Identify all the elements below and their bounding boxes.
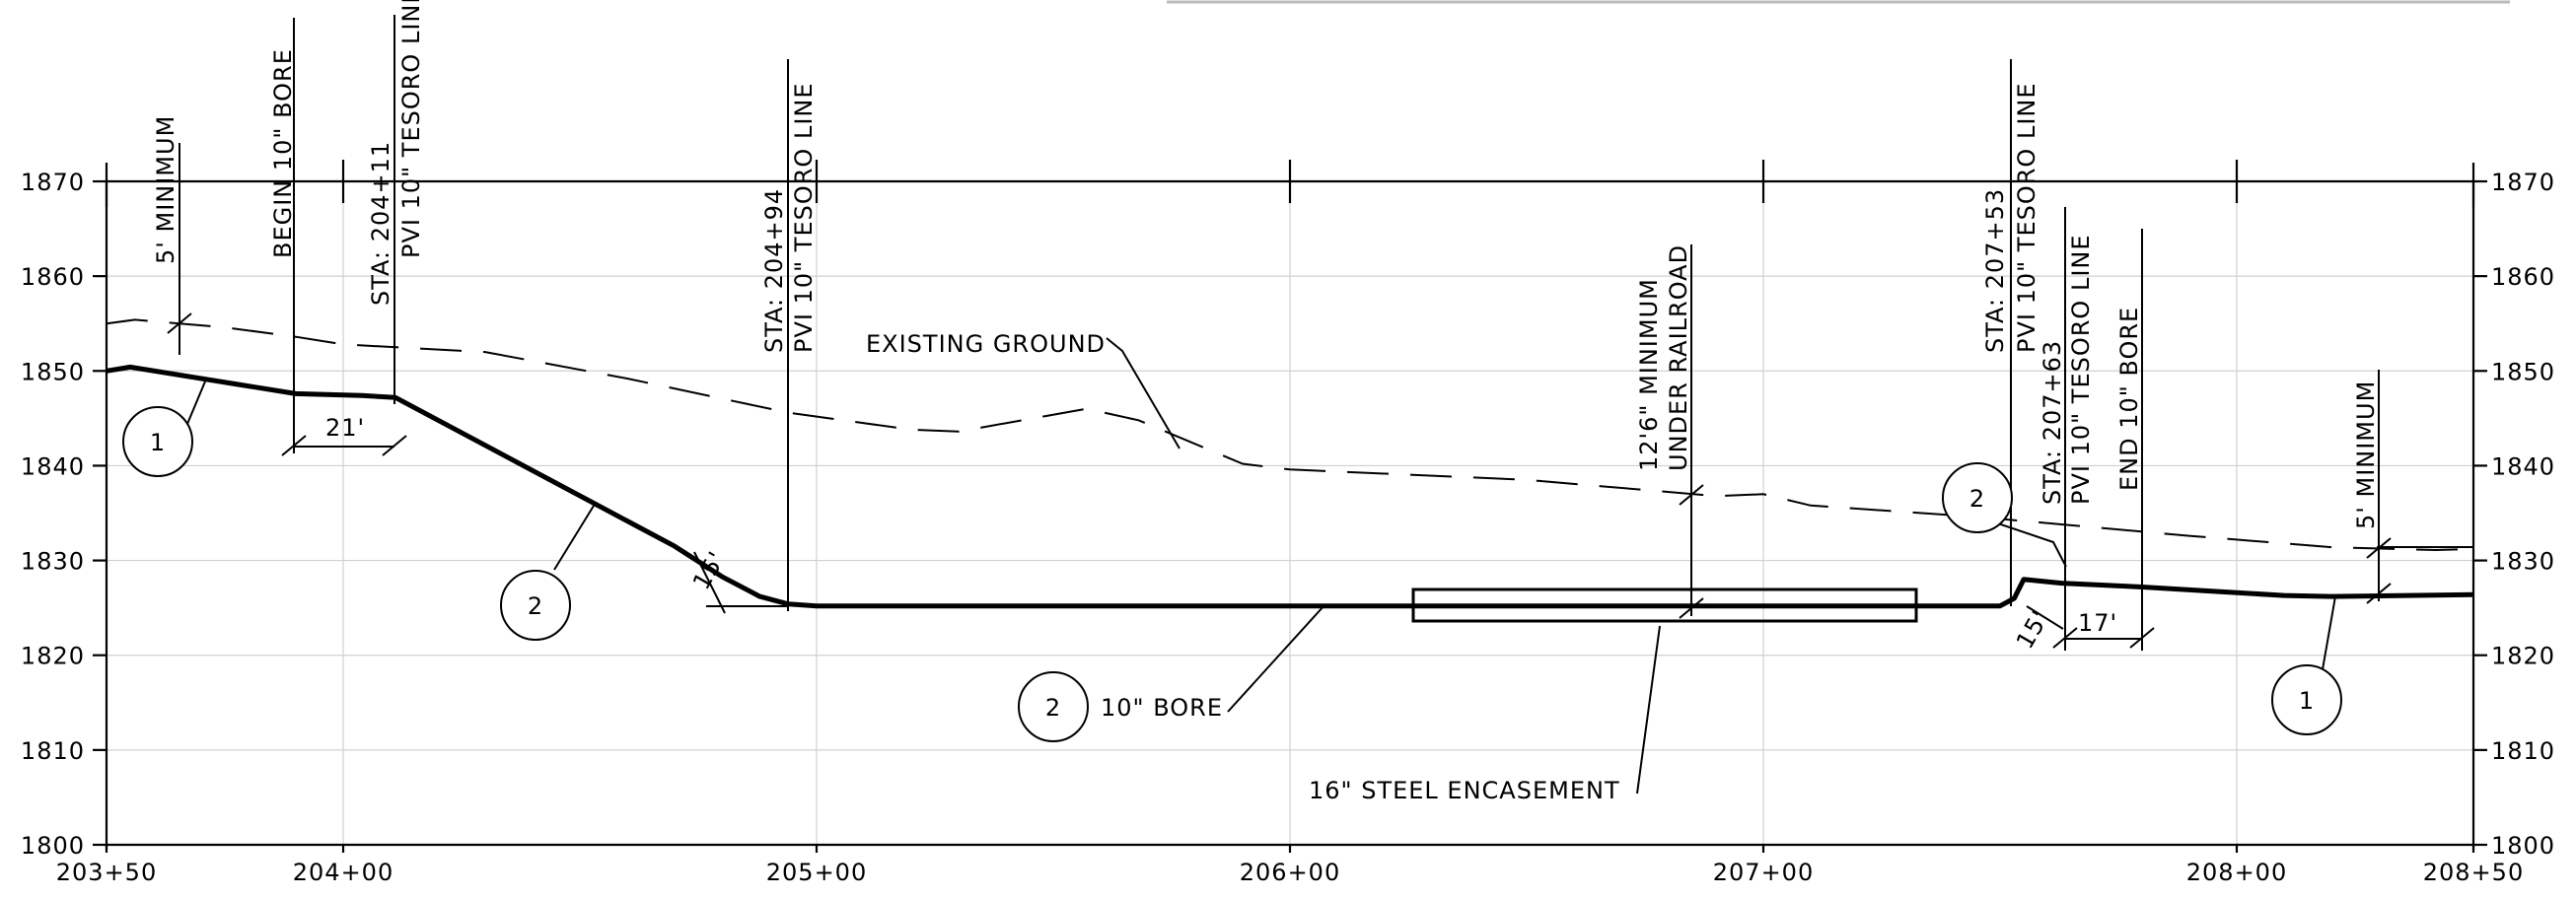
x-tick-label: 207+00 <box>1713 859 1814 886</box>
x-tick-label: 208+50 <box>2423 859 2524 886</box>
callout-2-right: 2 <box>1942 462 2013 533</box>
existing-ground-label: EXISTING GROUND <box>866 330 1106 358</box>
pvi-3-station-label: STA: 207+53 <box>1981 188 2009 353</box>
dim-15-right-label: 15' <box>2011 605 2054 654</box>
pvi-1-line-label: PVI 10" TESORO LINE <box>397 0 425 258</box>
y-tick-label-right: 1860 <box>2491 263 2555 291</box>
bore-label: 10" BORE <box>1101 694 1223 722</box>
x-tick-label: 208+00 <box>2186 859 2287 886</box>
min-5-left-label: 5' MINIMUM <box>152 115 179 264</box>
pvi-1-station-label: STA: 204+11 <box>367 141 394 306</box>
pvi-2-station-label: STA: 204+94 <box>760 188 788 353</box>
callout-2-slope: 2 <box>500 570 571 641</box>
y-tick-label-right: 1840 <box>2491 452 2555 480</box>
plot-frame <box>105 163 2475 850</box>
annotation-leaders <box>167 15 2473 795</box>
x-tick-label: 205+00 <box>766 859 867 886</box>
series <box>106 318 2474 609</box>
dim-15-left-label: 15' <box>687 546 731 594</box>
y-tick-label-left: 1800 <box>21 832 85 860</box>
pvi-2-line-label: PVI 10" TESORO LINE <box>790 82 818 353</box>
begin-bore-label: BEGIN 10" BORE <box>269 48 297 258</box>
y-tick-label-left: 1840 <box>21 452 85 480</box>
encasement-label: 16" STEEL ENCASEMENT <box>1309 777 1620 804</box>
steel-encasement <box>1411 588 1918 623</box>
svg-text:2: 2 <box>528 592 543 620</box>
dim-17-label: 17' <box>2078 609 2117 637</box>
end-bore-label: END 10" BORE <box>2115 307 2143 491</box>
callout-1-left: 1 <box>122 406 193 477</box>
grid <box>107 181 2473 845</box>
railroad-minimum-label: 12'6" MINIMUM <box>1635 278 1663 471</box>
axis-ticks: 1800 1800 1810 1810 1820 1820 1830 1830 1840 1840… <box>21 160 2555 886</box>
pvi-3-line-label: PVI 10" TESORO LINE <box>2013 82 2040 353</box>
svg-text:2: 2 <box>1045 694 1061 722</box>
svg-text:1: 1 <box>2299 687 2315 715</box>
y-tick-label-right: 1800 <box>2491 832 2555 860</box>
y-tick-label-left: 1820 <box>21 643 85 670</box>
under-railroad-label: UNDER RAILROAD <box>1665 244 1692 471</box>
min-5-right-label: 5' MINIMUM <box>2352 380 2380 529</box>
x-tick-label: 203+50 <box>56 859 157 886</box>
dim-21-label: 21' <box>325 414 365 442</box>
pvi-4-line-label: PVI 10" TESORO LINE <box>2067 234 2095 505</box>
y-tick-label-right: 1820 <box>2491 643 2555 670</box>
proposed-bore-profile-line <box>106 364 2474 609</box>
y-tick-label-left: 1870 <box>21 169 85 196</box>
callout-1-right: 1 <box>2271 664 2342 735</box>
x-tick-label: 206+00 <box>1240 859 1340 886</box>
pvi-4-station-label: STA: 207+63 <box>2039 340 2066 505</box>
existing-ground-line <box>106 318 2474 552</box>
y-tick-label-left: 1810 <box>21 737 85 765</box>
y-tick-label-right: 1830 <box>2491 548 2555 576</box>
y-tick-label-left: 1850 <box>21 358 85 385</box>
x-tick-label: 204+00 <box>293 859 394 886</box>
callout-2-bore: 2 <box>1018 671 1089 742</box>
y-tick-label-right: 1870 <box>2491 169 2555 196</box>
svg-text:1: 1 <box>150 429 166 456</box>
y-tick-label-right: 1850 <box>2491 358 2555 385</box>
svg-text:2: 2 <box>1969 485 1985 513</box>
y-tick-label-left: 1860 <box>21 263 85 291</box>
y-tick-label-left: 1830 <box>21 548 85 576</box>
y-tick-label-right: 1810 <box>2491 737 2555 765</box>
